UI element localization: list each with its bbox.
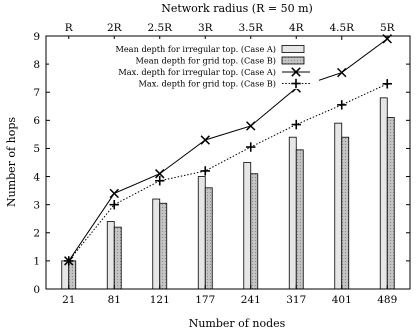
bar-mean-grid: [386, 117, 395, 290]
line-max-irregular-point: [337, 67, 347, 78]
y-axis-title: Number of hops: [5, 117, 18, 207]
legend-swatch: [281, 56, 305, 65]
x-tick-label: 317: [286, 294, 306, 306]
y-tick-label: 2: [33, 228, 40, 240]
legend-swatch: [281, 45, 305, 53]
top-tick-label: 3.5R: [238, 22, 264, 34]
bar-mean-grid: [295, 149, 304, 290]
line-max-grid-point: [109, 199, 119, 210]
bar-mean-irregular: [243, 162, 252, 290]
legend-label: Mean depth for grid top. (Case B): [136, 56, 276, 66]
bar-mean-grid: [113, 226, 122, 290]
legend-swatch-marker: [291, 67, 301, 77]
y-tick-label: 7: [33, 87, 40, 99]
line-max-grid-point: [337, 100, 347, 110]
top-tick-label: 5R: [380, 22, 396, 34]
line-max-irregular-point-stroke-b: [200, 135, 210, 145]
plot-frame: [45, 35, 411, 290]
line-max-grid-point: [246, 142, 256, 152]
x-tick-label: 121: [150, 294, 170, 306]
bar-mean-irregular: [197, 176, 206, 290]
line-max-irregular: [68, 38, 388, 262]
x-tick-label: 241: [241, 294, 261, 306]
legend-label: Mean depth for irregular top. (Case A): [115, 44, 276, 54]
top-tick-label: 4R: [289, 22, 305, 34]
bar-mean-irregular: [152, 198, 161, 290]
y-tick-label: 0: [33, 284, 40, 296]
top-tick-label: R: [65, 22, 74, 34]
axes: 0 1 2 3 4 5 6 7 8 9 21 81 121 177 241 317 401 489 R 2R 2.5R 3…: [33, 22, 411, 306]
y-tick-label: 3: [33, 199, 40, 211]
legend-background: [49, 39, 319, 89]
y-tick-label: 8: [33, 59, 40, 71]
y-tick-label: 9: [33, 31, 40, 43]
y-tick-label: 4: [33, 171, 40, 183]
legend-label: Max. depth for irregular top. (Case A): [118, 67, 276, 77]
line-max-irregular-point-stroke-b: [155, 169, 165, 179]
x-tick-label: 489: [377, 294, 397, 306]
legend: Mean depth for irregular top. (Case A) Me…: [49, 39, 319, 89]
bar-mean-irregular: [106, 221, 115, 290]
x-tick-label: 177: [195, 294, 215, 306]
bar-mean-irregular: [379, 97, 388, 290]
line-max-grid-point: [291, 119, 301, 130]
legend-swatch-marker-stroke-b: [291, 67, 301, 77]
line-max-irregular-point: [246, 121, 256, 131]
bar-mean-irregular: [334, 122, 343, 290]
bar-mean-grid: [204, 187, 213, 290]
bar-mean-irregular: [288, 136, 297, 290]
bar-mean-grid: [250, 173, 259, 290]
line-max-irregular-point-stroke-b: [246, 121, 256, 131]
legend-label: Max. depth for grid top. (Case B): [138, 79, 276, 89]
line-max-irregular-point: [109, 188, 119, 199]
line-max-grid-point: [382, 79, 392, 89]
line-max-irregular-point-stroke-b: [337, 67, 347, 78]
line-max-irregular-point: [200, 135, 210, 145]
top-tick-label: 4.5R: [329, 22, 355, 34]
top-tick-label: 3R: [198, 22, 214, 34]
y-tick-label: 5: [33, 143, 40, 155]
top-axis-title: Network radius (R = 50 m): [161, 2, 313, 15]
y-tick-label: 6: [33, 115, 40, 127]
line-max-grid: [68, 83, 388, 262]
y-tick-label: 1: [33, 256, 40, 268]
legend-swatch-marker: [291, 78, 301, 89]
bar-mean-grid: [341, 136, 350, 290]
x-axis-title: Number of nodes: [189, 317, 286, 330]
x-tick-label: 21: [62, 294, 75, 306]
line-max-irregular-point: [155, 169, 165, 179]
top-tick-label: 2R: [107, 22, 123, 34]
line-max-grid-point: [200, 166, 210, 176]
bar-mean-grid: [159, 202, 168, 290]
x-tick-label: 81: [108, 294, 121, 306]
line-max-irregular-point-stroke-b: [109, 188, 119, 199]
line-max-grid-point: [64, 256, 74, 266]
x-tick-label: 401: [332, 294, 352, 306]
line-max-grid-point: [155, 176, 165, 186]
top-tick-label: 2.5R: [147, 22, 173, 34]
